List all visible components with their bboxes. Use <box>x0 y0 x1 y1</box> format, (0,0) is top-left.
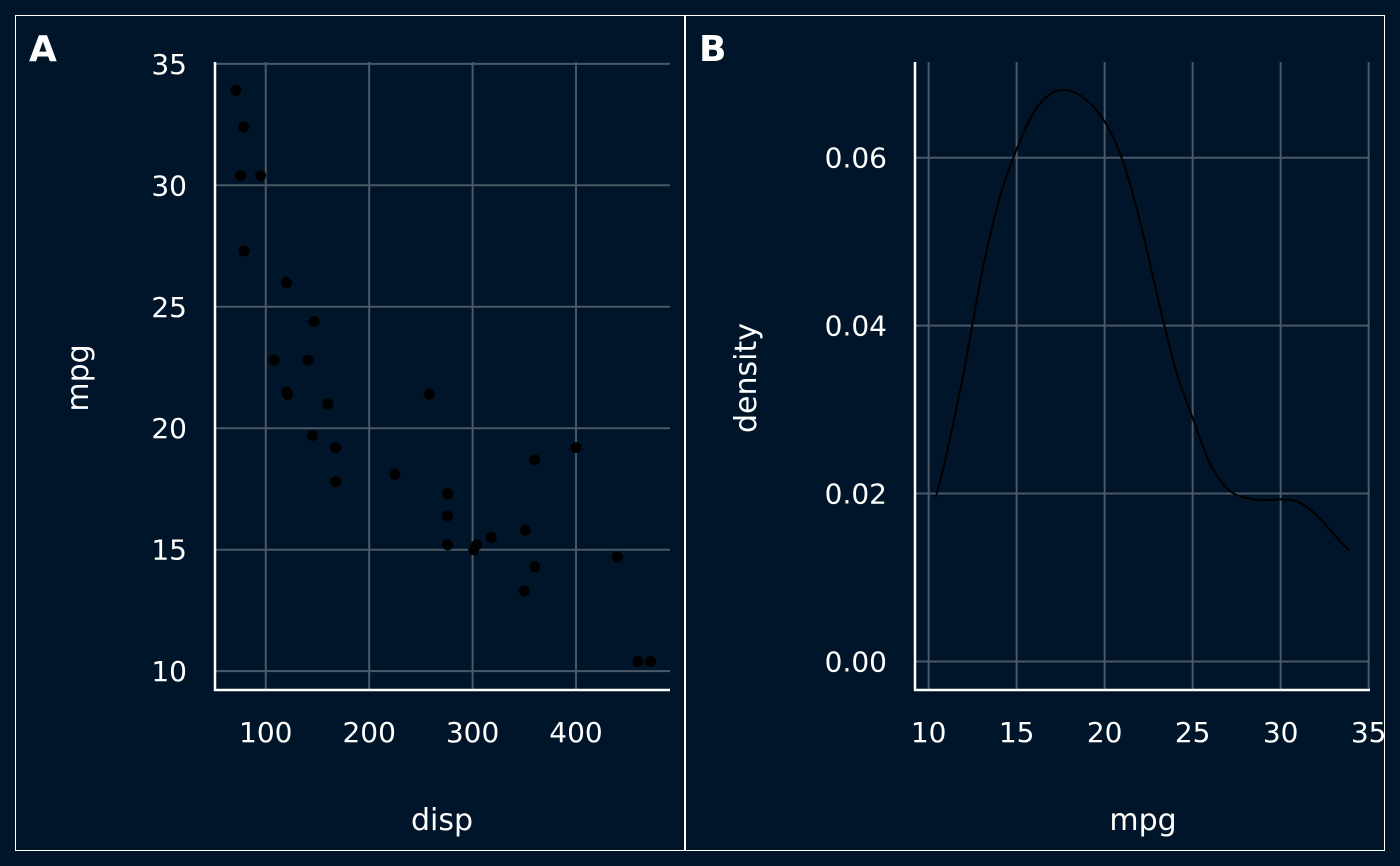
panel-a-axes <box>213 62 670 692</box>
panel-a-y-tick-label: 20 <box>151 412 187 445</box>
scatter-point <box>468 544 480 556</box>
scatter-point <box>442 539 454 551</box>
panel-a-y-axis-label: mpg <box>61 344 96 411</box>
panel-b-border <box>685 15 1385 851</box>
scatter-point <box>230 85 242 97</box>
scatter-point <box>423 388 435 400</box>
scatter-point <box>281 276 293 288</box>
panel-a-x-tick-label: 200 <box>342 716 395 749</box>
scatter-point <box>330 476 342 488</box>
panel-b-grid <box>915 62 1370 690</box>
scatter-point <box>281 388 293 400</box>
panel-b-x-axis-label: mpg <box>1109 803 1176 838</box>
panel-a-points <box>230 85 657 667</box>
panel-b-x-tick-label: 35 <box>1351 716 1387 749</box>
panel-b-x-tick-label: 10 <box>911 716 947 749</box>
scatter-point <box>529 561 541 573</box>
scatter-point <box>308 315 320 327</box>
scatter-point <box>235 170 247 182</box>
scatter-point <box>519 524 531 536</box>
panel-b-y-tick-label: 0.02 <box>825 478 887 511</box>
panel-a-y-tick-label: 10 <box>151 655 187 688</box>
scatter-point <box>302 354 314 366</box>
panel-a-y-tick-label: 30 <box>151 169 187 202</box>
scatter-point <box>570 442 582 454</box>
panel-b: B 10 15 20 25 30 35 0.00 0.02 0.04 0.06 mpg densi… <box>685 15 1387 851</box>
panel-a-x-axis-label: disp <box>411 803 473 838</box>
panel-b-y-axis-label: density <box>729 323 764 433</box>
panel-a-tick-labels: 100 200 300 400 10 15 20 25 30 35 <box>151 48 602 749</box>
panel-b-y-tick-label: 0.06 <box>825 142 887 175</box>
panel-b-tick-labels: 10 15 20 25 30 35 0.00 0.02 0.04 0.06 <box>825 142 1387 749</box>
scatter-point <box>632 655 644 667</box>
scatter-point <box>330 442 342 454</box>
scatter-point <box>518 585 530 597</box>
scatter-point <box>645 655 657 667</box>
scatter-point <box>611 551 623 563</box>
panel-a: A 100 200 300 400 10 15 20 25 30 35 disp mpg <box>15 15 685 851</box>
panel-b-y-tick-label: 0.00 <box>825 645 887 678</box>
panel-a-border <box>15 15 685 851</box>
scatter-point <box>306 430 318 442</box>
panel-b-y-tick-label: 0.04 <box>825 310 887 343</box>
scatter-point <box>255 170 267 182</box>
scatter-point <box>442 510 454 522</box>
panel-b-x-tick-label: 25 <box>1175 716 1211 749</box>
panel-a-y-tick-label: 35 <box>151 48 187 81</box>
scatter-point <box>442 488 454 500</box>
panel-a-tag: A <box>29 29 57 70</box>
panel-b-axes <box>913 62 1370 692</box>
scatter-point <box>322 398 334 410</box>
scatter-point <box>389 468 401 480</box>
panel-b-density-line <box>934 88 1351 552</box>
panel-a-x-tick-label: 300 <box>446 716 499 749</box>
panel-a-y-tick-label: 25 <box>151 291 187 324</box>
panel-a-y-tick-label: 15 <box>151 534 187 567</box>
panel-b-x-tick-label: 20 <box>1087 716 1123 749</box>
panel-a-x-tick-label: 100 <box>239 716 292 749</box>
panel-b-tag: B <box>699 29 726 70</box>
panel-b-x-tick-label: 30 <box>1263 716 1299 749</box>
panel-a-x-tick-label: 400 <box>549 716 602 749</box>
scatter-point <box>529 454 541 466</box>
panel-b-x-tick-label: 15 <box>999 716 1035 749</box>
scatter-point <box>238 121 250 133</box>
panel-a-grid <box>215 62 670 690</box>
scatter-point <box>268 354 280 366</box>
scatter-point <box>238 245 250 257</box>
scatter-point <box>485 532 497 544</box>
